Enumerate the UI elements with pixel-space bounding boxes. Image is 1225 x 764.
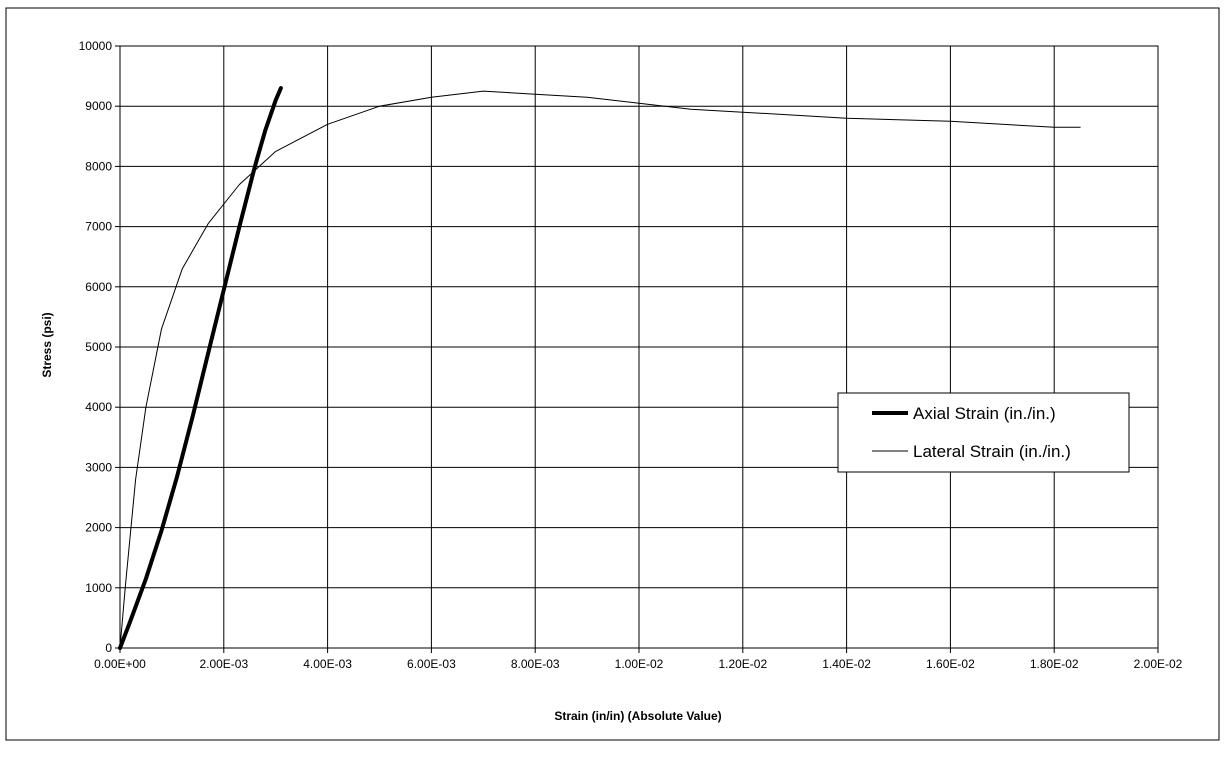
y-tick-label: 7000 — [85, 220, 112, 234]
x-tick-label: 1.40E-02 — [822, 657, 871, 671]
x-axis-ticks: 0.00E+00 2.00E-03 4.00E-03 6.00E-03 8.00E-03… — [94, 648, 1183, 671]
y-axis-ticks: 0 1000 2000 3000 4000 5000 6000 7000 8000 9000 100… — [79, 39, 120, 655]
x-tick-label: 1.80E-02 — [1030, 657, 1079, 671]
legend-label-axial: Axial Strain (in./in.) — [913, 404, 1056, 423]
x-tick-label: 2.00E-02 — [1134, 657, 1183, 671]
y-tick-label: 4000 — [85, 400, 112, 414]
y-tick-label: 5000 — [85, 340, 112, 354]
legend-box — [837, 392, 1130, 473]
x-tick-label: 8.00E-03 — [511, 657, 560, 671]
axial-strain-line — [118, 86, 283, 650]
y-tick-label: 8000 — [85, 159, 112, 173]
y-tick-label: 1000 — [85, 581, 112, 595]
x-tick-label: 4.00E-03 — [303, 657, 352, 671]
lateral-strain-line — [119, 90, 1081, 649]
x-tick-label: 2.00E-03 — [199, 657, 248, 671]
y-tick-label: 0 — [105, 641, 112, 655]
x-tick-label: 1.60E-02 — [926, 657, 975, 671]
legend: Axial Strain (in./in.) Lateral Strain (i… — [837, 392, 1130, 473]
y-axis-title: Stress (psi) — [40, 312, 54, 377]
y-tick-label: 3000 — [85, 460, 112, 474]
x-axis-title: Strain (in/in) (Absolute Value) — [554, 709, 721, 723]
y-tick-label: 2000 — [85, 521, 112, 535]
x-tick-label: 1.00E-02 — [615, 657, 664, 671]
plot-area — [118, 45, 1159, 650]
y-tick-label: 6000 — [85, 280, 112, 294]
x-tick-label: 1.20E-02 — [718, 657, 767, 671]
x-tick-label: 6.00E-03 — [407, 657, 456, 671]
y-tick-label: 9000 — [85, 99, 112, 113]
legend-label-lateral: Lateral Strain (in./in.) — [913, 442, 1071, 461]
x-tick-label: 0.00E+00 — [94, 657, 146, 671]
y-tick-label: 10000 — [79, 39, 113, 53]
series-layer — [118, 86, 1081, 650]
